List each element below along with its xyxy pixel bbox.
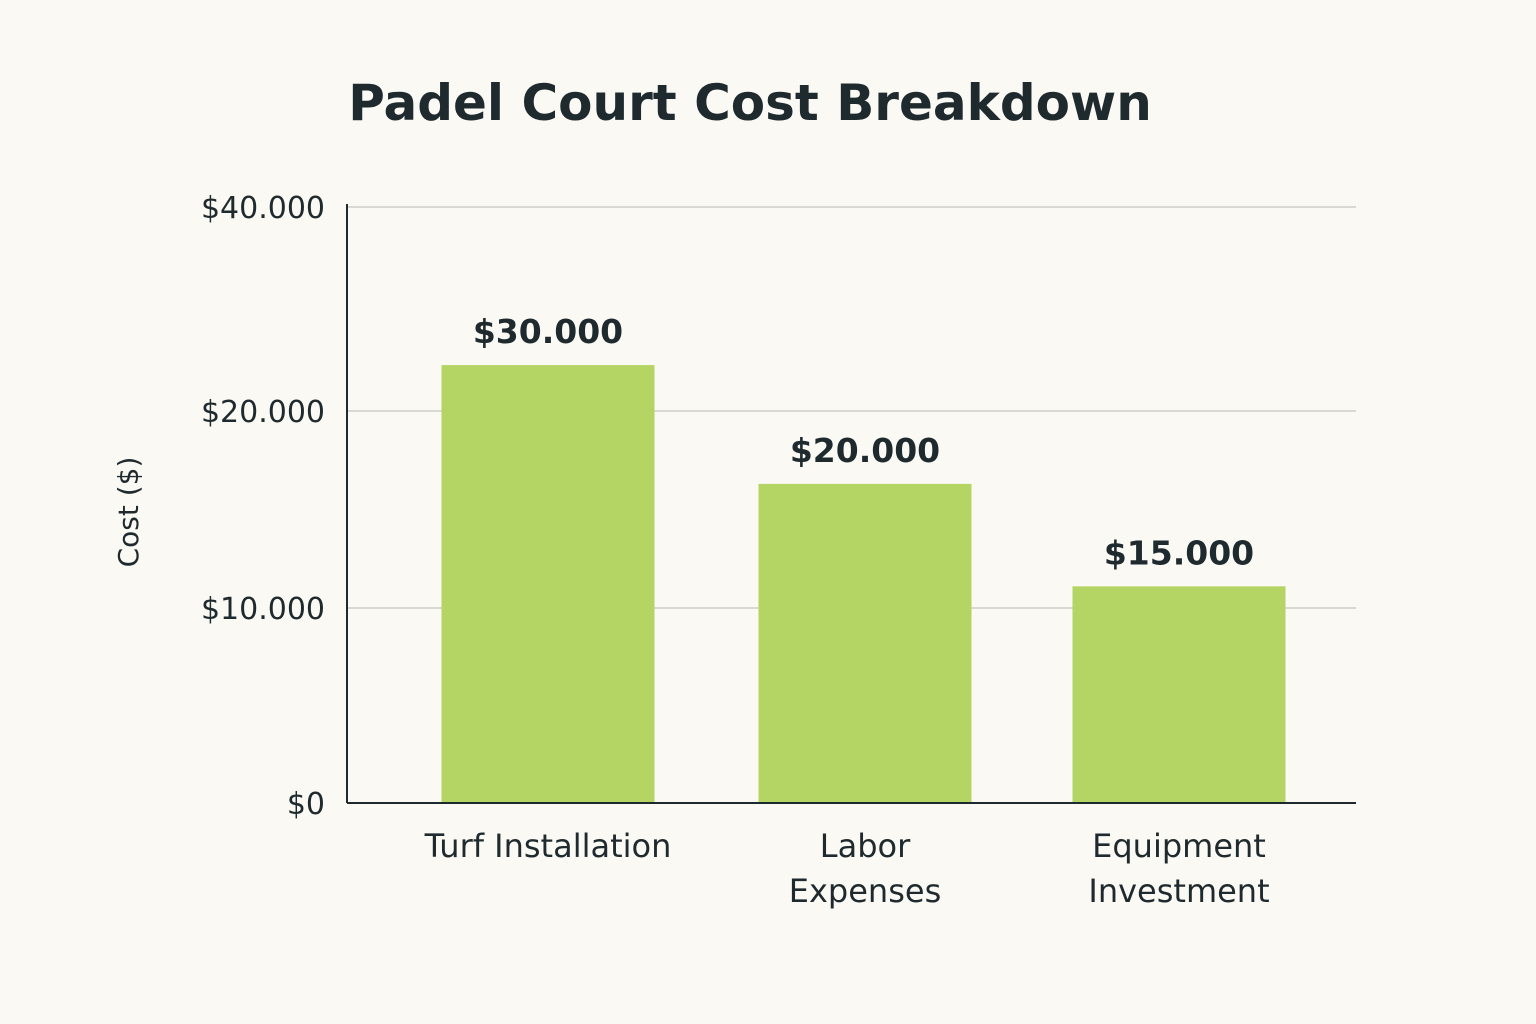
bars [441,365,1286,803]
bar [441,365,655,803]
y-tick-label: $20.000 [201,395,325,430]
y-tick-label: $0 [287,787,325,822]
data-label: $30.000 [473,312,623,351]
data-label: $20.000 [790,431,940,470]
x-tick-label: Turf Installation [424,827,672,865]
y-tick-label: $40.000 [201,191,325,226]
y-tick-label: $10.000 [201,592,325,627]
labels: $0 $10.000 $20.000 $40.000 $30.000 Turf Insta… [201,191,1270,910]
y-axis-label: Cost ($) [112,457,145,568]
x-tick-label: Equipment [1092,827,1266,865]
data-label: $15.000 [1104,533,1254,572]
bar [1072,586,1286,803]
x-tick-label: Investment [1088,872,1269,910]
x-tick-label: Expenses [789,872,941,910]
axes [346,204,1356,804]
x-tick-label: Labor [820,827,911,865]
chart-title: Padel Court Cost Breakdown [348,74,1152,132]
bar [758,483,972,803]
